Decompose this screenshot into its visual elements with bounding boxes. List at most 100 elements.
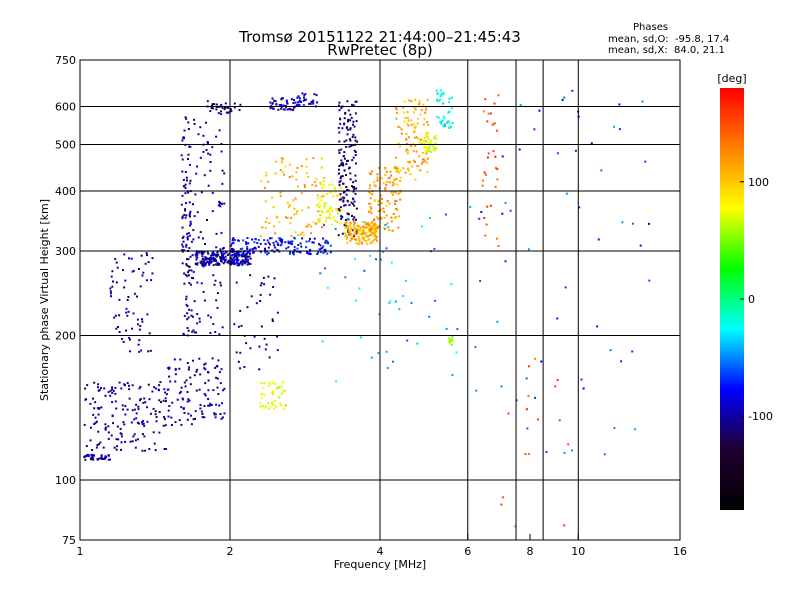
scatter-point — [196, 211, 199, 214]
scatter-point — [323, 205, 326, 208]
chart-subtitle: RwPretec (8p) — [327, 41, 433, 59]
scatter-point — [563, 96, 566, 99]
scatter-point — [329, 206, 332, 209]
scatter-point — [207, 404, 210, 407]
scatter-point — [399, 198, 402, 201]
scatter-point — [189, 210, 192, 213]
scatter-point — [222, 262, 225, 265]
scatter-point — [369, 242, 372, 245]
scatter-point — [223, 172, 226, 175]
scatter-point — [183, 381, 186, 384]
scatter-point — [406, 116, 409, 119]
scatter-point — [303, 234, 305, 237]
scatter-point — [406, 122, 409, 125]
scatter-point — [189, 220, 192, 223]
scatter-point — [600, 169, 603, 172]
scatter-point — [211, 103, 214, 106]
scatter-point — [342, 164, 345, 167]
scatter-point — [249, 263, 252, 265]
scatter-point — [341, 208, 344, 211]
scatter-point — [321, 186, 324, 189]
scatter-point — [92, 413, 95, 416]
scatter-point — [201, 263, 204, 266]
scatter-point — [303, 96, 305, 99]
scatter-point — [194, 410, 197, 413]
scatter-point — [253, 247, 256, 250]
scatter-point — [326, 209, 329, 212]
scatter-point — [271, 392, 274, 395]
scatter-point — [357, 235, 360, 238]
scatter-point — [120, 448, 122, 451]
scatter-point — [369, 205, 372, 208]
scatter-point — [343, 140, 346, 143]
scatter-point — [215, 263, 217, 266]
scatter-point — [346, 188, 349, 191]
scatter-point — [186, 238, 189, 241]
scatter-point — [450, 343, 453, 346]
scatter-point — [276, 248, 279, 251]
scatter-point — [236, 262, 239, 265]
scatter-point — [357, 225, 360, 228]
scatter-point — [380, 218, 383, 221]
scatter-point — [309, 102, 312, 105]
scatter-point — [288, 163, 291, 166]
scatter-point — [181, 194, 184, 197]
scatter-point — [109, 287, 112, 290]
scatter-point — [165, 393, 168, 396]
scatter-point — [405, 138, 408, 141]
scatter-point — [118, 298, 121, 301]
scatter-point — [167, 415, 170, 418]
scatter-point — [180, 386, 183, 389]
scatter-point — [167, 388, 170, 391]
scatter-point — [354, 139, 357, 142]
scatter-point — [347, 118, 350, 121]
scatter-point — [196, 252, 198, 255]
scatter-point — [269, 237, 271, 240]
scatter-point — [444, 213, 447, 216]
scatter-point — [426, 146, 428, 149]
scatter-point — [278, 237, 281, 240]
scatter-point — [184, 116, 187, 119]
scatter-point — [276, 335, 279, 338]
scatter-point — [367, 224, 370, 227]
scatter-point — [394, 203, 397, 206]
scatter-point — [192, 418, 195, 421]
scatter-point — [144, 401, 147, 404]
scatter-point — [186, 235, 189, 238]
scatter-point — [280, 392, 283, 395]
scatter-point — [189, 145, 192, 148]
scatter-point — [252, 251, 255, 254]
scatter-point — [346, 100, 349, 103]
scatter-point — [184, 273, 187, 276]
scatter-point — [214, 279, 217, 282]
scatter-point — [415, 150, 418, 153]
scatter-point — [414, 98, 417, 101]
scatter-point — [151, 390, 154, 393]
scatter-point — [93, 454, 96, 457]
scatter-point — [204, 256, 207, 259]
y-tick-label: 500 — [55, 139, 76, 152]
scatter-point — [103, 387, 106, 390]
scatter-point — [223, 387, 226, 390]
scatter-point — [413, 159, 415, 162]
scatter-point — [146, 313, 149, 316]
scatter-point — [338, 104, 340, 107]
scatter-point — [204, 262, 207, 265]
scatter-point — [339, 179, 342, 182]
scatter-point — [440, 93, 443, 95]
scatter-point — [220, 252, 223, 255]
scatter-point — [289, 242, 292, 245]
scatter-point — [186, 312, 189, 315]
scatter-point — [355, 218, 357, 221]
scatter-point — [336, 220, 339, 223]
scatter-point — [204, 243, 206, 245]
scatter-point — [317, 251, 320, 254]
scatter-point — [421, 225, 424, 228]
scatter-point — [215, 135, 218, 138]
scatter-point — [284, 165, 287, 168]
y-tick-label: 100 — [55, 474, 76, 487]
scatter-point — [492, 122, 495, 125]
scatter-point — [236, 253, 239, 256]
scatter-point — [99, 441, 102, 444]
scatter-point — [192, 270, 195, 273]
